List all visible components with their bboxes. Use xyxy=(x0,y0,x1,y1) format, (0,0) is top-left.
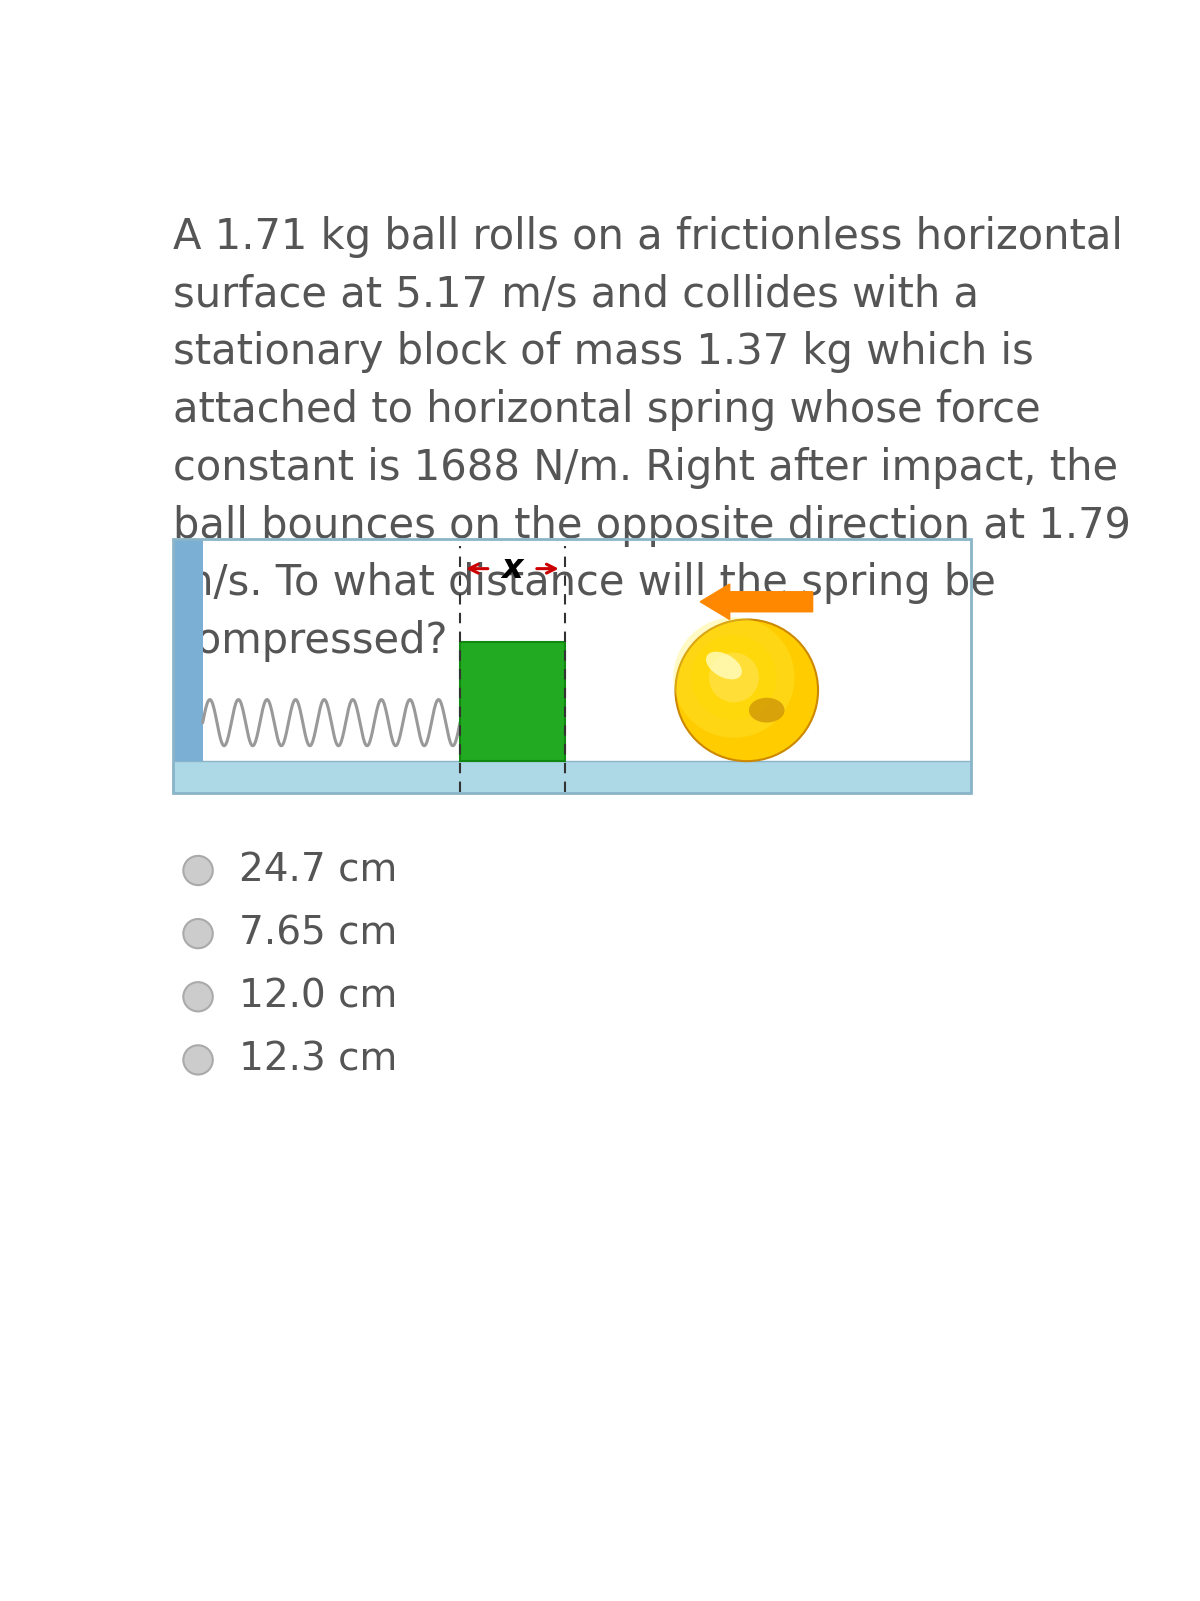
Bar xyxy=(173,540,972,760)
Text: A 1.71 kg ball rolls on a frictionless horizontal: A 1.71 kg ball rolls on a frictionless h… xyxy=(173,216,1123,258)
Text: 24.7 cm: 24.7 cm xyxy=(239,852,397,890)
Ellipse shape xyxy=(706,652,742,679)
Circle shape xyxy=(184,981,212,1012)
FancyArrow shape xyxy=(701,584,812,620)
Bar xyxy=(173,540,203,760)
Bar xyxy=(460,642,565,760)
Text: surface at 5.17 m/s and collides with a: surface at 5.17 m/s and collides with a xyxy=(173,274,979,315)
Text: compressed?: compressed? xyxy=(173,620,448,663)
Ellipse shape xyxy=(749,698,785,722)
Circle shape xyxy=(676,620,818,760)
Circle shape xyxy=(184,1045,212,1074)
Text: 7.65 cm: 7.65 cm xyxy=(239,914,397,953)
Text: x: x xyxy=(502,552,523,584)
Bar xyxy=(173,760,972,794)
Circle shape xyxy=(184,919,212,948)
Circle shape xyxy=(184,857,212,885)
Circle shape xyxy=(673,618,794,738)
Text: attached to horizontal spring whose force: attached to horizontal spring whose forc… xyxy=(173,389,1042,431)
Text: m/s. To what distance will the spring be: m/s. To what distance will the spring be xyxy=(173,562,996,605)
Text: 12.0 cm: 12.0 cm xyxy=(239,978,397,1015)
Text: constant is 1688 N/m. Right after impact, the: constant is 1688 N/m. Right after impact… xyxy=(173,447,1118,488)
Circle shape xyxy=(691,636,776,720)
Circle shape xyxy=(709,653,758,703)
Text: stationary block of mass 1.37 kg which is: stationary block of mass 1.37 kg which i… xyxy=(173,331,1034,373)
Text: ball bounces on the opposite direction at 1.79: ball bounces on the opposite direction a… xyxy=(173,504,1132,546)
Text: 12.3 cm: 12.3 cm xyxy=(239,1041,397,1079)
Bar xyxy=(173,540,972,794)
